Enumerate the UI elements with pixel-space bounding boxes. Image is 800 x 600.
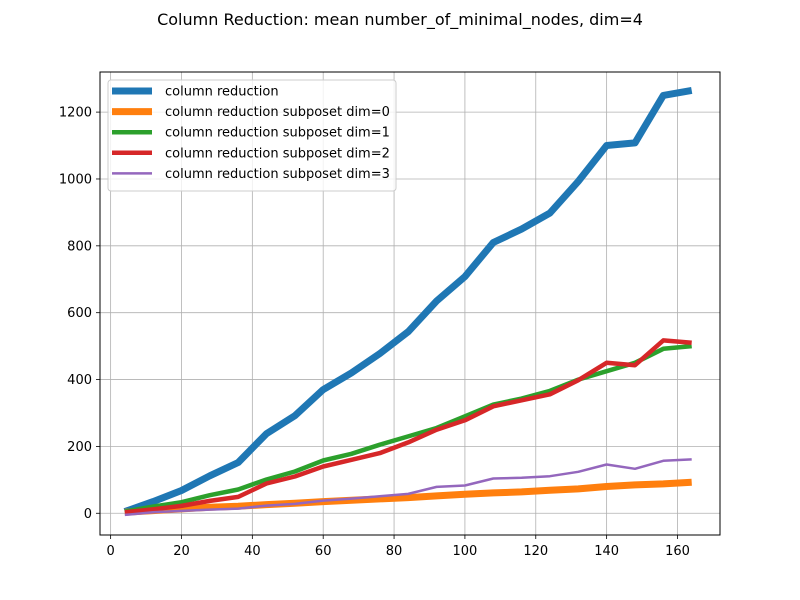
x-tick-label: 140 bbox=[594, 544, 619, 559]
series-line-3 bbox=[124, 338, 692, 515]
x-tick-label: 120 bbox=[523, 544, 548, 559]
legend-label: column reduction subposet dim=1 bbox=[165, 126, 390, 141]
y-tick-label: 1000 bbox=[59, 172, 92, 187]
grid-lines bbox=[100, 72, 720, 535]
y-tick-label: 800 bbox=[67, 239, 92, 254]
x-tick-label: 20 bbox=[173, 544, 190, 559]
series-lines bbox=[123, 86, 693, 517]
legend-label: column reduction subposet dim=0 bbox=[165, 105, 390, 120]
chart-title: Column Reduction: mean number_of_minimal… bbox=[157, 10, 643, 29]
legend-label: column reduction subposet dim=2 bbox=[165, 146, 390, 161]
legend-label: column reduction subposet dim=3 bbox=[165, 167, 390, 182]
x-tick-label: 100 bbox=[453, 544, 478, 559]
y-tick-label: 0 bbox=[84, 507, 92, 522]
plot-area-frame bbox=[99, 71, 721, 536]
series-line-0 bbox=[123, 86, 693, 515]
axis-ticks: 0 20 40 60 80 100 120 140 160 0 200 400 600 800 1000 12… bbox=[59, 106, 690, 559]
y-tick-label: 400 bbox=[67, 373, 92, 388]
series-line-1 bbox=[124, 478, 692, 516]
legend-label: column reduction bbox=[165, 85, 279, 100]
y-tick-label: 600 bbox=[67, 306, 92, 321]
x-tick-label: 40 bbox=[244, 544, 261, 559]
legend: column reduction column reduction subpose… bbox=[107, 79, 397, 192]
series-line-2 bbox=[124, 343, 692, 514]
x-tick-label: 0 bbox=[106, 544, 114, 559]
legend-box bbox=[107, 79, 397, 192]
y-tick-label: 200 bbox=[67, 440, 92, 455]
x-tick-label: 160 bbox=[665, 544, 690, 559]
x-tick-label: 60 bbox=[315, 544, 332, 559]
series-line-4 bbox=[124, 458, 692, 517]
y-tick-label: 1200 bbox=[59, 106, 92, 121]
x-tick-label: 80 bbox=[386, 544, 403, 559]
